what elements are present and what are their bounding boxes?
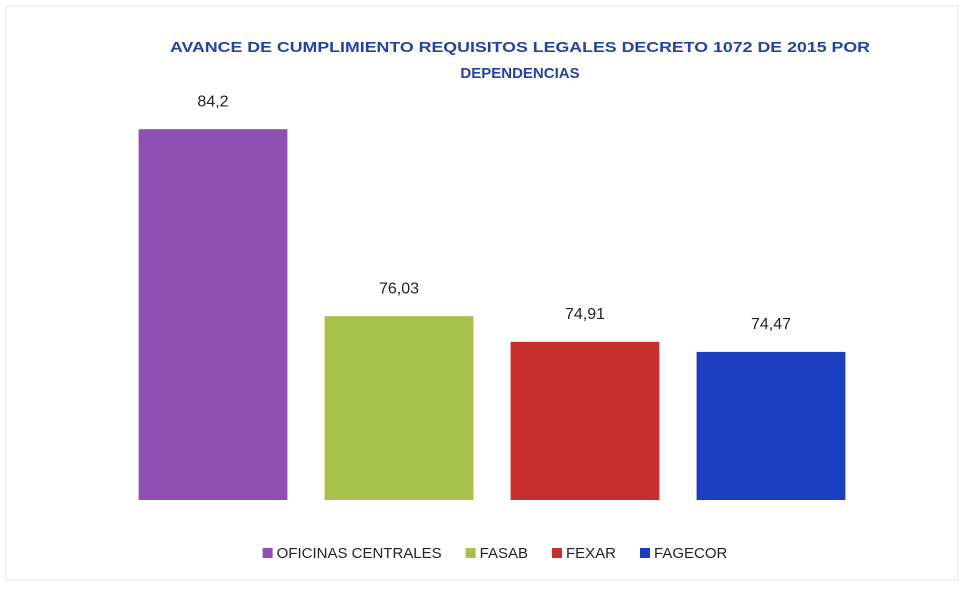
legend-label: FAGECOR bbox=[654, 545, 728, 562]
value-label: 74,47 bbox=[751, 316, 791, 333]
legend-swatch bbox=[262, 548, 273, 558]
chart-title: AVANCE DE CUMPLIMIENTO REQUISITOS LEGALE… bbox=[170, 39, 870, 56]
value-label: 84,2 bbox=[197, 93, 228, 110]
bar bbox=[138, 129, 288, 500]
bar bbox=[696, 351, 846, 500]
value-label: 76,03 bbox=[379, 280, 419, 297]
value-label: 74,91 bbox=[565, 306, 605, 323]
bar bbox=[324, 316, 474, 500]
legend-swatch bbox=[465, 548, 476, 558]
legend-label: OFICINAS CENTRALES bbox=[277, 545, 442, 562]
legend-label: FEXAR bbox=[566, 545, 616, 562]
legend-label: FASAB bbox=[480, 545, 528, 562]
legend-swatch bbox=[640, 548, 651, 558]
legend-swatch bbox=[552, 548, 563, 558]
bar bbox=[510, 341, 660, 500]
chart-title: DEPENDENCIAS bbox=[460, 65, 579, 82]
